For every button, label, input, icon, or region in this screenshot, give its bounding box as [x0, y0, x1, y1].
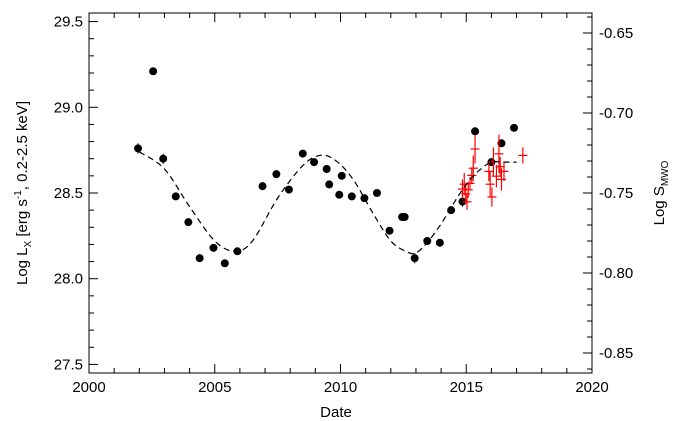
- xray-point: [510, 123, 519, 132]
- y-axis-label-right: Log SMWO: [651, 160, 671, 225]
- xray-point: [322, 165, 331, 173]
- y-left-label-base: Log L: [14, 247, 31, 285]
- xray-point: [400, 213, 409, 221]
- xray-point: [220, 259, 229, 268]
- xray-point: [284, 185, 293, 194]
- xray-point: [471, 127, 480, 136]
- xray-point: [385, 226, 394, 235]
- xray-point: [149, 67, 158, 76]
- y-axis-label-left: Log LX [erg s-1, 0.2-2.5 keV]: [13, 101, 34, 285]
- y-left-label-end: , 0.2-2.5 keV]: [14, 101, 31, 190]
- xray-point: [435, 238, 444, 247]
- xray-point: [360, 194, 369, 203]
- xray-point: [310, 158, 319, 167]
- data-layer: [134, 67, 528, 268]
- y-right-label-base: Log S: [651, 186, 668, 225]
- xray-point: [347, 192, 356, 201]
- x-tick-label: 2000: [72, 379, 105, 396]
- xray-point: [258, 182, 267, 191]
- xray-point: [372, 189, 381, 197]
- xray-point: [134, 144, 143, 153]
- y-right-tick-label: -0.70: [599, 105, 633, 122]
- y-left-label-sub: X: [23, 240, 34, 247]
- xray-point: [209, 243, 218, 252]
- xray-point: [458, 197, 467, 206]
- y-right-label-sub: MWO: [660, 160, 671, 186]
- axes-layer: [88, 12, 593, 374]
- xray-point: [447, 206, 456, 215]
- y-left-tick-label: 27.5: [54, 356, 83, 373]
- xray-point: [337, 171, 346, 180]
- xray-point: [272, 170, 281, 179]
- y-left-tick-label: 29.0: [54, 99, 83, 116]
- y-right-tick-label: -0.85: [599, 345, 633, 362]
- xray-point: [195, 254, 204, 263]
- xray-point: [159, 154, 168, 163]
- xray-point: [410, 254, 419, 263]
- y-left-tick-label: 28.0: [54, 271, 83, 288]
- y-right-tick-label: -0.80: [599, 265, 633, 282]
- y-left-label-mid: [erg s: [14, 199, 31, 241]
- x-tick-label: 2020: [575, 379, 608, 396]
- xray-point: [423, 237, 432, 245]
- xray-point: [298, 149, 307, 158]
- x-axis-label: Date: [320, 404, 352, 421]
- tick-labels: 2000 2005 2010 2015 2020 27.5 28.0 28.5 29.0 29.5…: [54, 14, 633, 396]
- x-tick-label: 2015: [450, 379, 483, 396]
- y-left-label-sup: -1: [13, 190, 24, 199]
- xray-point: [184, 218, 193, 227]
- xray-point: [171, 192, 180, 201]
- y-right-tick-label: -0.75: [599, 185, 633, 202]
- y-left-tick-label: 28.5: [54, 185, 83, 202]
- x-tick-label: 2010: [324, 379, 357, 396]
- xray-point: [325, 180, 334, 189]
- x-tick-label: 2005: [198, 379, 231, 396]
- y-right-tick-label: -0.65: [599, 25, 633, 42]
- xray-point: [335, 190, 344, 199]
- y-left-tick-label: 29.5: [54, 14, 83, 31]
